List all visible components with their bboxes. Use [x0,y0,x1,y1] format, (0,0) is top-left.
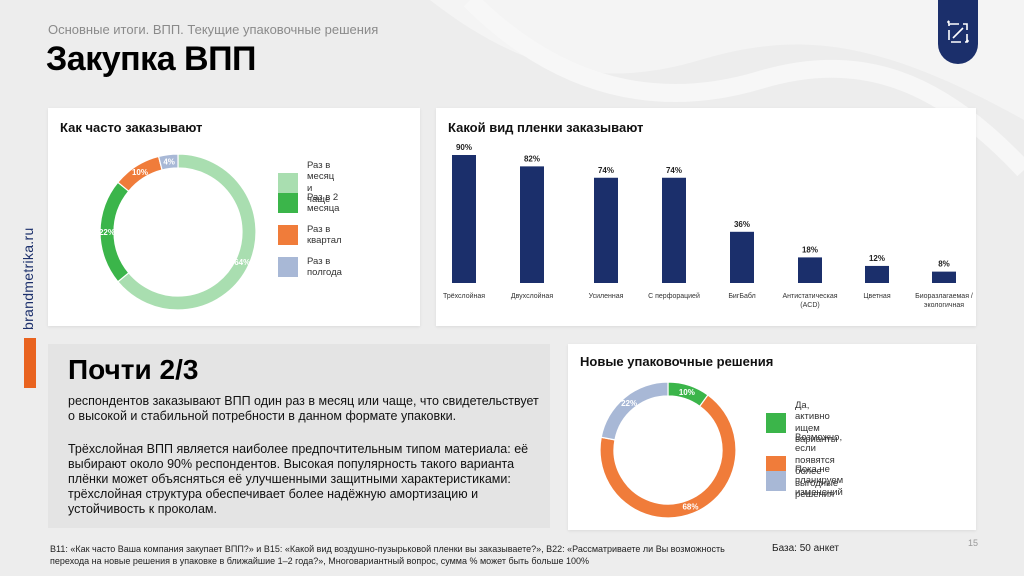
film-type-category-label-5: БигБабл [728,292,755,300]
frequency-value-label-2: 22% [99,228,115,237]
film-type-bar-2 [520,166,544,283]
film-type-bar-7 [865,265,889,283]
film-type-value-label-4: 74% [666,166,682,175]
new-solutions-legend-item-1: Да, активно ищем варианты [766,400,838,446]
film-type-bar-8 [932,271,956,283]
film-type-category-label-1: Трёхслойная [443,292,485,300]
summary-paragraph-2: Трёхслойная ВПП является наиболее предпо… [68,442,529,516]
page-subtitle: Основные итоги. ВПП. Текущие упаковочные… [48,22,379,37]
film-type-chart-title: Какой вид пленки заказывают [448,120,644,135]
film-type-value-label-5: 36% [734,220,750,229]
summary-headline: Почти 2/3 [68,354,199,385]
film-type-category-label-6: Антистатическая (ACD) [782,293,837,309]
frequency-legend-swatch-1 [278,172,298,193]
summary-box: Почти 2/3 респондентов заказывают ВПП од… [48,344,550,528]
frequency-legend-item-4: Раз в полгода [278,256,342,279]
new-solutions-donut-chart: 10% 68% 22% [599,381,737,519]
footnote: B11: «Как часто Ваша компания закупает В… [50,544,725,566]
frequency-value-label-1: 64% [234,258,250,267]
frequency-legend-item-3: Раз в квартал [278,224,342,247]
new-solutions-slice-3 [600,381,669,441]
film-type-value-label-2: 82% [524,154,540,163]
frequency-legend-swatch-2 [278,193,298,214]
film-type-bar-4 [662,177,686,283]
new-solutions-legend-swatch-1 [766,412,786,433]
summary-paragraph-1: респондентов заказывают ВПП один раз в м… [68,394,539,423]
page-number: 15 [968,538,979,548]
film-type-value-label-6: 18% [802,245,818,254]
new-solutions-value-label-1: 10% [679,388,695,397]
film-type-bar-5 [730,231,754,283]
frequency-slice-4 [157,153,179,171]
film-type-card: Какой вид пленки заказывают 90% Трёхслойн… [436,108,976,326]
frequency-legend-swatch-4 [278,257,298,278]
accent-bar [24,338,36,388]
new-solutions-legend-label-2: Возможно, если появятся более выгодные ре… [795,432,843,500]
new-solutions-legend-swatch-3 [766,471,786,492]
film-type-bar-chart: 90% Трёхслойная 82% Двухслойная 74% Усиленная… [443,143,973,309]
sample-base: База: 50 анкет [772,543,839,554]
new-solutions-value-label-2: 68% [682,503,698,512]
new-solutions-legend-label-3: Пока не планируем изменений [795,464,844,498]
frequency-legend-swatch-3 [278,225,298,246]
frequency-legend-item-1: Раз в месяц и чаще [278,160,334,206]
film-type-category-label-8: Биоразлагаемая / экологичная [915,293,973,309]
brand-logo [938,0,978,64]
film-type-value-label-3: 74% [598,166,614,175]
film-type-value-label-7: 12% [869,254,885,263]
film-type-value-label-8: 8% [938,260,950,269]
frequency-value-label-4: 4% [163,158,175,167]
film-type-category-label-2: Двухслойная [511,292,553,300]
frequency-legend-label-4: Раз в полгода [307,256,342,279]
film-type-bar-1 [452,155,476,283]
logo-icon [947,20,969,43]
frequency-legend-item-2: Раз в 2 месяца [278,192,339,215]
brand-vertical-text: brandmetrika.ru [20,227,36,330]
new-solutions-legend-item-3: Пока не планируем изменений [766,464,843,498]
film-type-category-label-4: С перфорацией [648,292,700,300]
new-solutions-value-label-3: 22% [621,399,637,408]
film-type-bar-6 [798,257,822,283]
new-solutions-card: Новые упаковочные решения 10% 68% 22% Да, … [568,344,976,530]
frequency-legend-label-2: Раз в 2 месяца [307,192,340,215]
frequency-chart-title: Как часто заказывают [60,120,203,135]
film-type-value-label-1: 90% [456,143,472,152]
new-solutions-chart-title: Новые упаковочные решения [580,354,774,369]
frequency-donut-chart: 64% 22% 10% 4% [99,153,257,311]
film-type-category-label-7: Цветная [863,293,890,300]
film-type-category-label-3: Усиленная [589,293,624,300]
frequency-legend-label-1: Раз в месяц и чаще [307,160,335,206]
film-type-bar-3 [594,177,618,283]
page-title: Закупка ВПП [46,40,256,78]
new-solutions-slice-2 [599,394,737,519]
frequency-value-label-3: 10% [132,168,148,177]
frequency-card: Как часто заказывают 64% 22% 10% 4% Раз в м… [48,108,420,326]
new-solutions-legend-label-1: Да, активно ищем варианты [795,400,838,446]
frequency-legend-label-3: Раз в квартал [307,224,342,247]
